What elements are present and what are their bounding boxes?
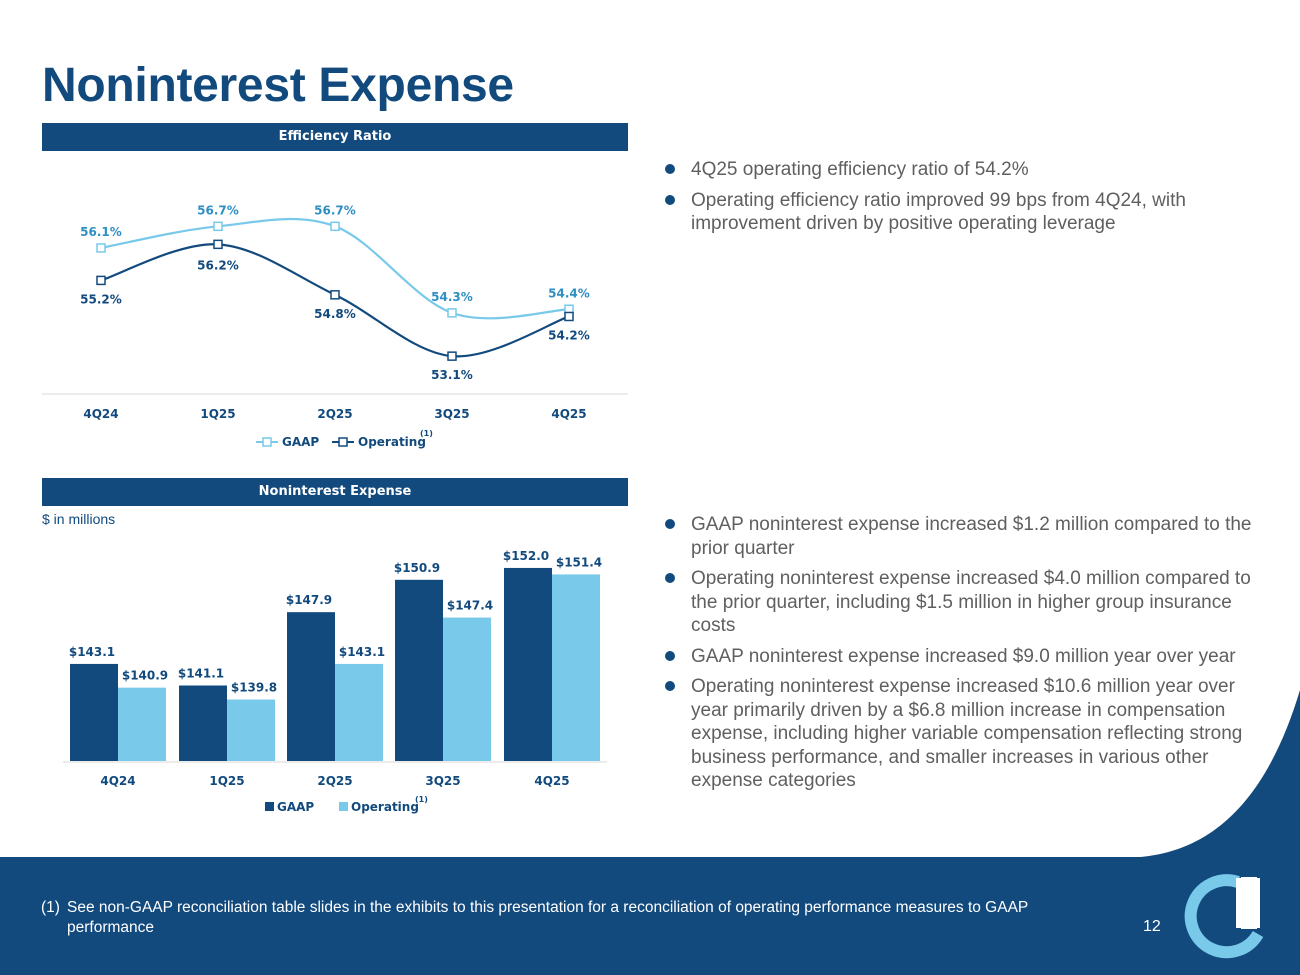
x-tick-label: 1Q25 xyxy=(209,774,244,788)
data-point-operating xyxy=(564,311,574,322)
legend-footnote-marker: (1) xyxy=(420,429,433,438)
bullet-text: GAAP noninterest expense increased $9.0 … xyxy=(691,645,1236,667)
bar-label-operating: $151.4 xyxy=(556,555,602,569)
footer-bar xyxy=(0,857,1300,975)
bullet-text: Operating noninterest expense increased … xyxy=(691,568,1251,636)
data-point-gaap xyxy=(447,308,457,318)
units-note: $ in millions xyxy=(42,511,116,527)
x-tick-label: 2Q25 xyxy=(317,774,352,788)
bullet-item: 4Q25 operating efficiency ratio of 54.2% xyxy=(665,158,1300,182)
bar-operating xyxy=(443,617,491,761)
expense-bullet-list: GAAP noninterest expense increased $1.2 … xyxy=(665,513,1265,800)
data-label-gaap: 56.7% xyxy=(314,203,356,217)
bar-label-operating: $139.8 xyxy=(231,681,277,695)
legend-swatch-operating xyxy=(339,802,348,811)
legend-label-operating: Operating xyxy=(358,435,426,449)
legend-label-operating: Operating xyxy=(351,800,419,814)
bar-gaap xyxy=(287,612,335,761)
bullet-text: Operating noninterest expense increased … xyxy=(691,676,1243,791)
x-tick-label: 4Q25 xyxy=(534,774,569,788)
data-label-operating: 56.2% xyxy=(197,258,239,272)
legend-marker-operating xyxy=(338,437,348,447)
bullet-text: Operating efficiency ratio improved 99 b… xyxy=(691,189,1186,235)
legend-label-gaap: GAAP xyxy=(277,800,314,814)
noninterest-expense-header: Noninterest Expense xyxy=(42,478,628,506)
efficiency-ratio-header: Efficiency Ratio xyxy=(42,123,628,151)
x-tick-label: 4Q25 xyxy=(551,407,586,421)
bar-label-gaap: $150.9 xyxy=(394,561,440,575)
bar-gaap xyxy=(179,685,227,761)
bar-gaap xyxy=(70,663,118,761)
bar-label-operating: $143.1 xyxy=(339,645,385,659)
data-point-operating xyxy=(330,290,340,300)
data-label-operating: 53.1% xyxy=(431,368,473,382)
x-tick-label: 4Q24 xyxy=(100,774,135,788)
legend-swatch-gaap xyxy=(265,802,274,811)
legend-footnote-marker: (1) xyxy=(415,795,428,804)
bullet-item: Operating efficiency ratio improved 99 b… xyxy=(665,189,1300,236)
bar-operating xyxy=(118,687,166,761)
noninterest-expense-chart: $143.1 $141.1 $147.9 $150.9 $152.0 $140.9 $139… xyxy=(63,549,607,814)
company-logo-icon xyxy=(1184,874,1264,959)
bar-label-gaap: $143.1 xyxy=(69,645,115,659)
circle-bullet-icon xyxy=(665,519,675,529)
efficiency-bullet-list: 4Q25 operating efficiency ratio of 54.2%… xyxy=(665,158,1300,243)
page-title: Noninterest Expense xyxy=(42,59,514,112)
data-point-gaap xyxy=(96,243,106,253)
data-point-operating xyxy=(213,239,223,250)
bar-gaap xyxy=(504,567,552,761)
data-point-gaap xyxy=(213,221,223,232)
data-point-operating xyxy=(96,275,106,286)
circle-bullet-icon xyxy=(665,650,675,661)
bullet-text: GAAP noninterest expense increased $1.2 … xyxy=(691,514,1252,559)
x-tick-label: 1Q25 xyxy=(200,407,235,421)
data-label-operating: 55.2% xyxy=(80,292,122,306)
data-label-gaap: 54.4% xyxy=(548,286,590,300)
bar-label-gaap: $147.9 xyxy=(286,593,332,607)
bullet-item: Operating noninterest expense increased … xyxy=(665,567,1265,638)
data-label-gaap: 56.1% xyxy=(80,225,122,239)
bar-operating xyxy=(227,699,275,761)
bar-label-gaap: $141.1 xyxy=(178,667,224,681)
bar-operating xyxy=(552,574,600,761)
data-point-operating xyxy=(447,351,457,361)
bullet-text: 4Q25 operating efficiency ratio of 54.2% xyxy=(691,159,1029,180)
circle-bullet-icon xyxy=(665,681,675,691)
bar-label-operating: $140.9 xyxy=(122,669,168,683)
bullet-item: GAAP noninterest expense increased $1.2 … xyxy=(665,513,1265,560)
legend-label-gaap: GAAP xyxy=(282,435,319,449)
x-tick-label: 3Q25 xyxy=(434,407,469,421)
data-label-operating: 54.8% xyxy=(314,307,356,321)
bar-label-operating: $147.4 xyxy=(447,599,493,613)
x-tick-label: 2Q25 xyxy=(317,407,352,421)
legend-marker-gaap xyxy=(262,437,272,447)
footnote: (1) See non-GAAP reconciliation table sl… xyxy=(41,898,1101,937)
page-number: 12 xyxy=(1143,918,1161,935)
data-point-gaap xyxy=(330,221,340,232)
circle-bullet-icon xyxy=(665,194,675,205)
bullet-item: GAAP noninterest expense increased $9.0 … xyxy=(665,645,1265,669)
circle-bullet-icon xyxy=(665,573,675,583)
data-label-gaap: 56.7% xyxy=(197,203,239,217)
footnote-marker: (1) xyxy=(41,899,60,916)
bar-operating xyxy=(335,663,383,761)
data-label-operating: 54.2% xyxy=(548,328,590,342)
bar-label-gaap: $152.0 xyxy=(503,549,549,563)
x-tick-label: 4Q24 xyxy=(83,407,118,421)
efficiency-ratio-chart: 56.1% 56.7% 56.7% 54.3% 54.4% 55.2% 56.2% 54.8%… xyxy=(42,203,628,449)
footnote-text: See non-GAAP reconciliation table slides… xyxy=(67,899,1028,936)
bar-gaap xyxy=(395,579,443,761)
bullet-item: Operating noninterest expense increased … xyxy=(665,675,1265,793)
x-tick-label: 3Q25 xyxy=(425,774,460,788)
data-label-gaap: 54.3% xyxy=(431,290,473,304)
circle-bullet-icon xyxy=(665,164,675,174)
